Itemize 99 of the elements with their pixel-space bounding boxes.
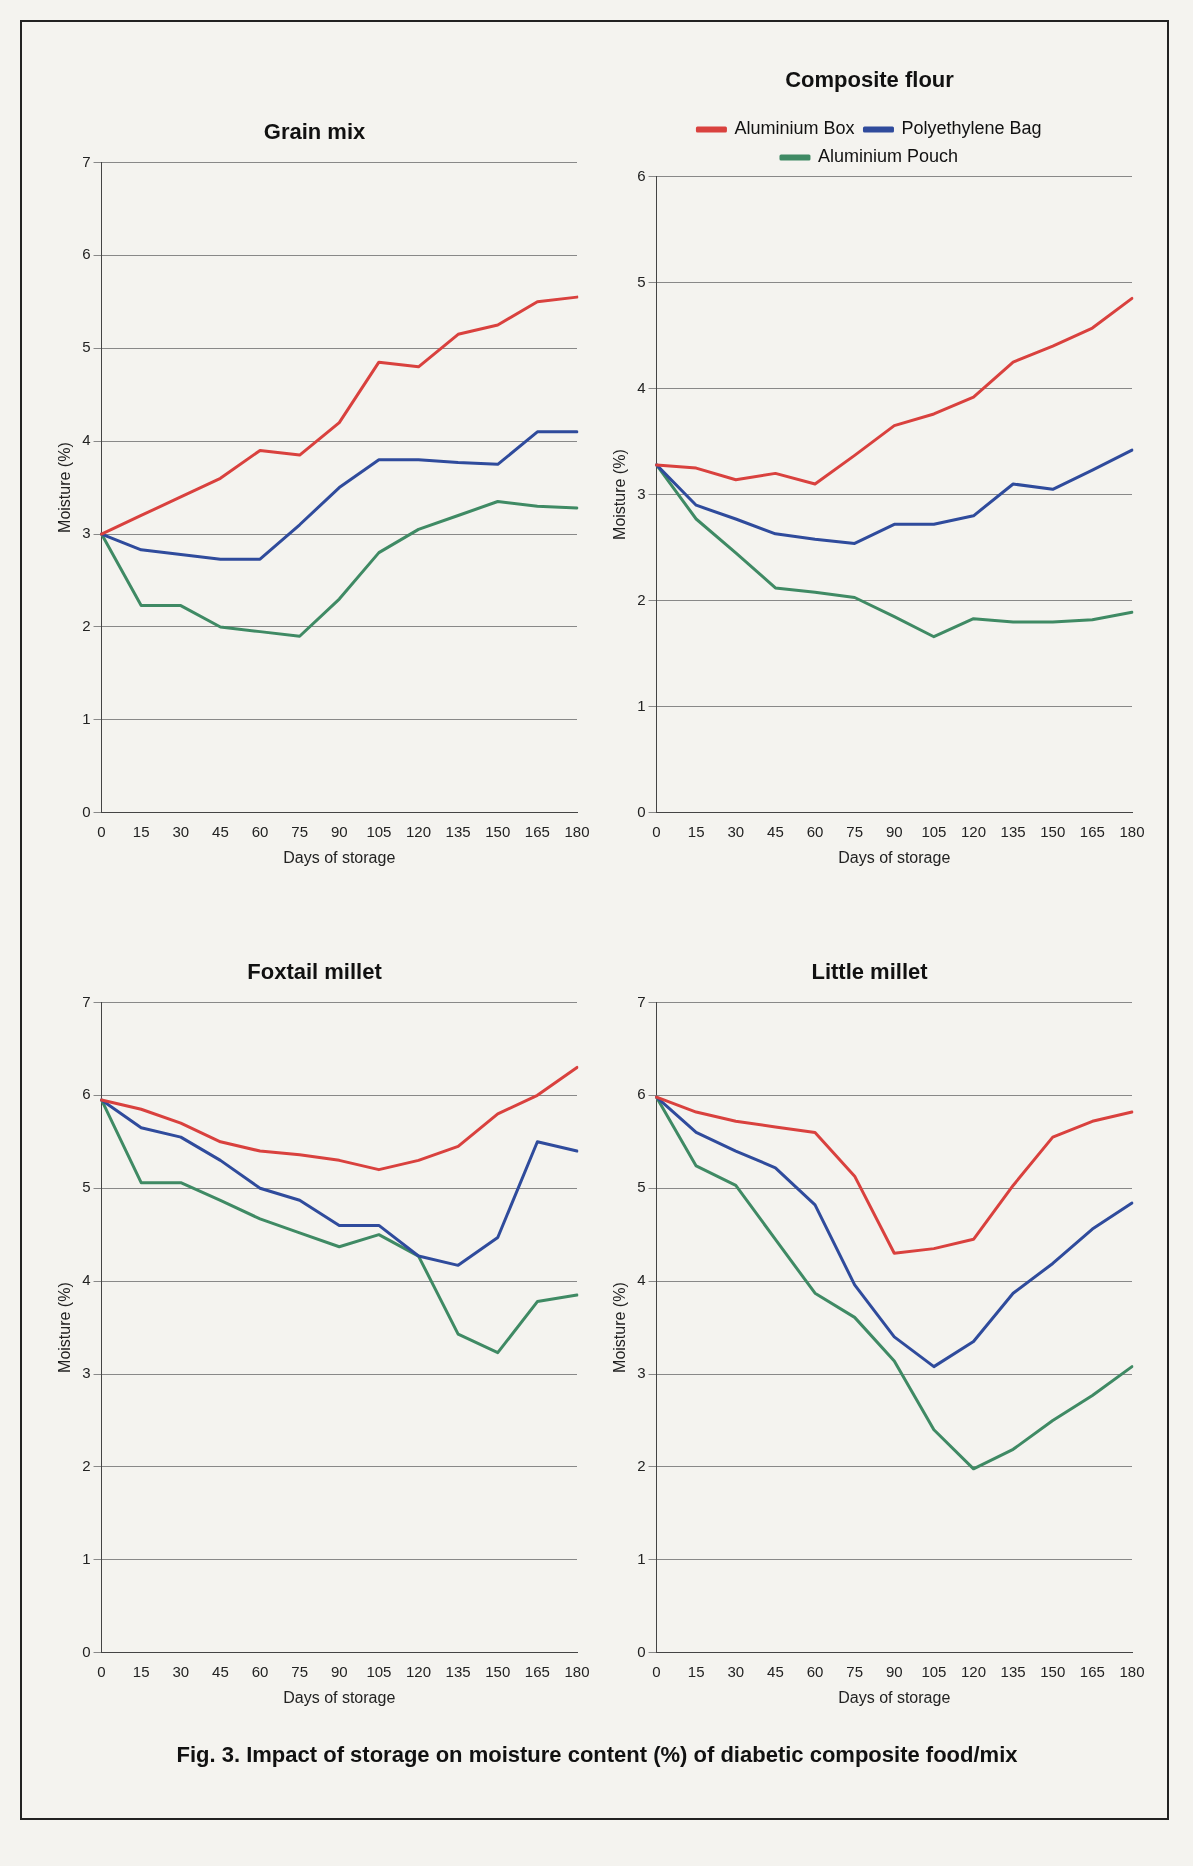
x-tick-label: 30 bbox=[172, 822, 190, 840]
y-tick-label: 4 bbox=[637, 378, 646, 396]
y-tick-label: 1 bbox=[82, 1550, 91, 1568]
legend-label: Polyethylene Bag bbox=[901, 118, 1042, 139]
y-tick-label: 0 bbox=[637, 802, 646, 820]
x-tick-label: 165 bbox=[524, 1662, 550, 1680]
legend-label: Aluminium Box bbox=[734, 118, 855, 139]
x-tick-label: 165 bbox=[1079, 822, 1105, 840]
x-tick-label: 60 bbox=[806, 822, 824, 840]
chart-title: Little millet bbox=[811, 959, 929, 985]
x-tick-label: 120 bbox=[961, 822, 987, 840]
chart-title: Grain mix bbox=[263, 119, 366, 145]
y-tick-label: 5 bbox=[637, 272, 646, 290]
x-tick-label: 15 bbox=[132, 1662, 150, 1680]
y-tick-label: 3 bbox=[82, 524, 91, 542]
y-tick-label: 2 bbox=[82, 617, 91, 635]
x-tick-label: 0 bbox=[652, 822, 661, 840]
x-tick-label: 75 bbox=[291, 822, 308, 840]
x-tick-label: 90 bbox=[330, 1662, 348, 1680]
x-tick-label: 45 bbox=[212, 1662, 229, 1680]
x-tick-label: 135 bbox=[1000, 822, 1026, 840]
y-tick-label: 0 bbox=[82, 802, 91, 820]
x-tick-label: 150 bbox=[485, 822, 511, 840]
y-tick-label: 1 bbox=[637, 696, 646, 714]
y-axis-title: Moisture (%) bbox=[611, 449, 629, 540]
x-tick-label: 150 bbox=[1040, 1662, 1066, 1680]
y-axis-title: Moisture (%) bbox=[56, 1282, 74, 1373]
x-tick-label: 30 bbox=[727, 1662, 745, 1680]
y-tick-label: 7 bbox=[82, 152, 91, 170]
y-tick-label: 4 bbox=[637, 1271, 646, 1289]
x-tick-label: 0 bbox=[97, 822, 106, 840]
x-tick-label: 135 bbox=[1000, 1662, 1026, 1680]
x-tick-label: 165 bbox=[1079, 1662, 1105, 1680]
y-tick-label: 5 bbox=[637, 1178, 646, 1196]
x-tick-label: 45 bbox=[212, 822, 229, 840]
x-axis-title: Days of storage bbox=[838, 1688, 951, 1706]
y-tick-label: 1 bbox=[637, 1550, 646, 1568]
y-axis-title: Moisture (%) bbox=[56, 442, 74, 533]
x-tick-label: 105 bbox=[366, 822, 392, 840]
y-tick-label: 6 bbox=[637, 1085, 646, 1103]
x-tick-label: 30 bbox=[172, 1662, 190, 1680]
x-axis-title: Days of storage bbox=[838, 848, 951, 866]
y-tick-label: 2 bbox=[82, 1457, 91, 1475]
y-tick-label: 0 bbox=[82, 1642, 91, 1660]
x-tick-label: 60 bbox=[251, 1662, 269, 1680]
x-tick-label: 0 bbox=[652, 1662, 661, 1680]
x-tick-label: 120 bbox=[406, 822, 432, 840]
y-tick-label: 2 bbox=[637, 590, 646, 608]
x-tick-label: 90 bbox=[885, 1662, 903, 1680]
y-tick-label: 4 bbox=[82, 431, 91, 449]
x-tick-label: 60 bbox=[251, 822, 269, 840]
x-tick-label: 75 bbox=[846, 1662, 863, 1680]
caption: Fig. 3. Impact of storage on moisture content (%) of diabetic composite food/mix bbox=[175, 1742, 1019, 1768]
y-tick-label: 3 bbox=[637, 484, 646, 502]
x-tick-label: 105 bbox=[921, 1662, 947, 1680]
x-tick-label: 30 bbox=[727, 822, 745, 840]
chart-title: Foxtail millet bbox=[247, 959, 383, 985]
x-tick-label: 150 bbox=[485, 1662, 511, 1680]
y-tick-label: 2 bbox=[637, 1457, 646, 1475]
x-tick-label: 135 bbox=[445, 822, 471, 840]
x-tick-label: 75 bbox=[846, 822, 863, 840]
x-tick-label: 45 bbox=[767, 1662, 784, 1680]
x-tick-label: 90 bbox=[885, 822, 903, 840]
x-axis-title: Days of storage bbox=[283, 1688, 396, 1706]
x-tick-label: 15 bbox=[132, 822, 150, 840]
x-tick-label: 180 bbox=[564, 1662, 590, 1680]
x-tick-label: 60 bbox=[806, 1662, 824, 1680]
y-tick-label: 6 bbox=[82, 1085, 91, 1103]
x-tick-label: 120 bbox=[961, 1662, 987, 1680]
x-tick-label: 165 bbox=[524, 822, 550, 840]
y-tick-label: 0 bbox=[637, 1642, 646, 1660]
x-tick-label: 150 bbox=[1040, 822, 1066, 840]
x-tick-label: 0 bbox=[97, 1662, 106, 1680]
x-tick-label: 180 bbox=[564, 822, 590, 840]
x-tick-label: 45 bbox=[767, 822, 784, 840]
y-tick-label: 7 bbox=[637, 992, 646, 1010]
y-tick-label: 5 bbox=[82, 1178, 91, 1196]
y-tick-label: 5 bbox=[82, 338, 91, 356]
y-tick-label: 6 bbox=[637, 166, 646, 184]
chart-title: Composite flour bbox=[785, 67, 955, 93]
x-axis-title: Days of storage bbox=[283, 848, 396, 866]
x-tick-label: 75 bbox=[291, 1662, 308, 1680]
x-tick-label: 180 bbox=[1119, 822, 1145, 840]
x-tick-label: 105 bbox=[366, 1662, 392, 1680]
x-tick-label: 105 bbox=[921, 822, 947, 840]
x-tick-label: 120 bbox=[406, 1662, 432, 1680]
y-tick-label: 3 bbox=[82, 1364, 91, 1382]
x-tick-label: 90 bbox=[330, 822, 348, 840]
y-tick-label: 6 bbox=[82, 245, 91, 263]
x-tick-label: 15 bbox=[687, 1662, 705, 1680]
x-tick-label: 180 bbox=[1119, 1662, 1145, 1680]
y-tick-label: 1 bbox=[82, 710, 91, 728]
y-axis-title: Moisture (%) bbox=[611, 1282, 629, 1373]
x-tick-label: 135 bbox=[445, 1662, 471, 1680]
y-tick-label: 3 bbox=[637, 1364, 646, 1382]
x-tick-label: 15 bbox=[687, 822, 705, 840]
legend-label: Aluminium Pouch bbox=[817, 146, 959, 167]
y-tick-label: 7 bbox=[82, 992, 91, 1010]
y-tick-label: 4 bbox=[82, 1271, 91, 1289]
